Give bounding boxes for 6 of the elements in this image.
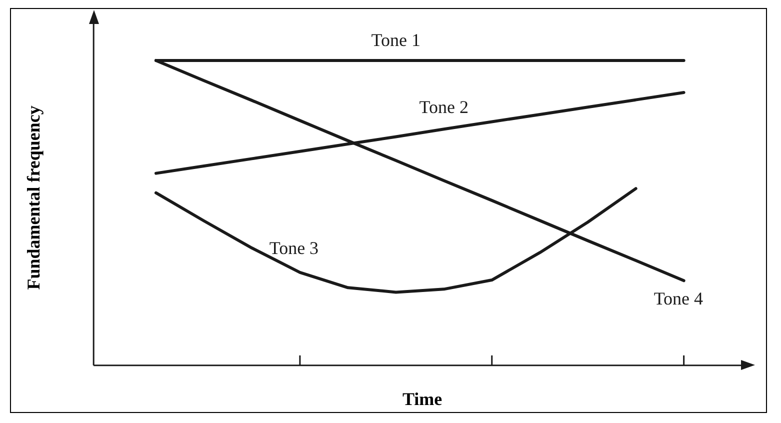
series-label: Tone 1 — [371, 30, 421, 50]
x-axis-title: Time — [402, 388, 442, 409]
series-label: Tone 2 — [419, 96, 469, 117]
series-label: Tone 4 — [654, 288, 704, 308]
series-label: Tone 3 — [269, 238, 319, 258]
y-axis-title: Fundamental frequency — [23, 106, 44, 290]
